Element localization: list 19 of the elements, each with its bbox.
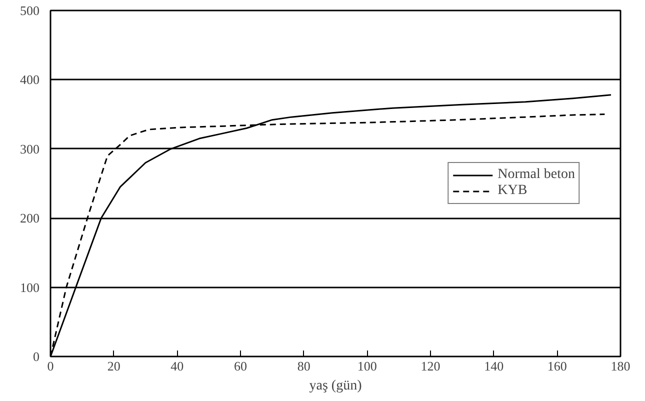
x-tick-label: 100: [357, 358, 377, 374]
x-tick-label: 180: [610, 358, 630, 374]
x-axis-title: yaş (gün): [309, 378, 362, 394]
x-tick-label: 120: [420, 358, 440, 374]
x-tick-label: 60: [234, 358, 247, 374]
y-tick-label: 100: [20, 280, 40, 295]
legend-label: Normal beton: [498, 167, 575, 183]
y-tick-label: 0: [33, 349, 40, 364]
x-tick-label: 20: [107, 358, 120, 374]
y-tick-label: 300: [20, 141, 40, 156]
y-tick-label: 200: [20, 210, 40, 226]
x-tick-label: 140: [484, 358, 504, 374]
x-tick-label: 0: [47, 358, 54, 374]
legend-label: KYB: [498, 183, 528, 199]
x-tick-label: 40: [170, 358, 184, 374]
x-tick-label: 160: [547, 358, 567, 374]
y-tick-label: 500: [20, 3, 40, 18]
y-tick-label: 400: [20, 72, 40, 88]
x-tick-label: 80: [297, 358, 310, 374]
